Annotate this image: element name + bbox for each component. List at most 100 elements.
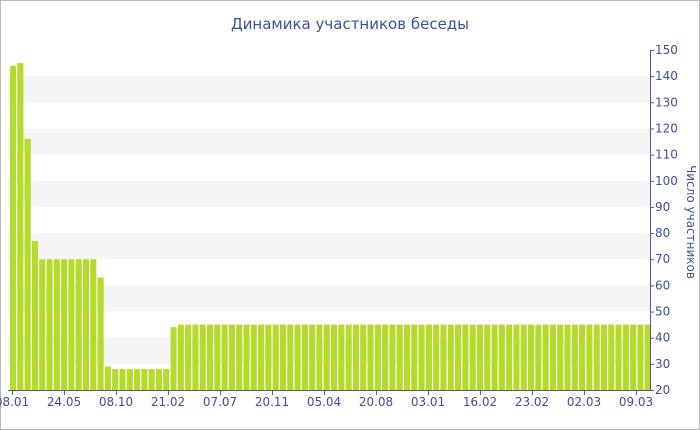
y-tick-label: 110 — [655, 148, 678, 162]
bar — [97, 277, 104, 390]
y-tick-label: 120 — [655, 121, 678, 135]
bar — [447, 324, 454, 390]
x-tick-label: 05.04 — [307, 395, 341, 409]
bar — [600, 324, 608, 390]
bar — [82, 259, 90, 390]
x-tick-label: 23.02 — [515, 395, 549, 409]
bar — [68, 259, 75, 390]
y-tick-label: 20 — [655, 383, 670, 397]
bar — [155, 369, 163, 390]
bar — [46, 259, 53, 390]
bar — [571, 324, 578, 390]
bar — [433, 324, 440, 390]
bar — [316, 324, 323, 390]
bar — [250, 324, 257, 390]
bar — [564, 324, 571, 390]
bar — [61, 259, 68, 390]
bar — [177, 324, 184, 390]
x-tick-label: 20.08 — [359, 395, 393, 409]
bar — [403, 324, 411, 390]
x-tick-labels: 08.01 24.05 08.10 21.02 07.07 20.11 05.04 20.08… — [0, 395, 653, 409]
x-tick-label: 03.01 — [411, 395, 445, 409]
bar — [345, 324, 352, 390]
bar — [338, 324, 345, 390]
bar — [462, 324, 469, 390]
bar — [476, 324, 484, 390]
bar — [622, 324, 629, 390]
bar — [265, 324, 272, 390]
bar — [644, 324, 651, 390]
bar — [287, 324, 294, 390]
bar — [593, 324, 600, 390]
bar — [228, 324, 235, 390]
chart-title: Динамика участников беседы — [231, 15, 469, 33]
bar — [301, 324, 308, 390]
y-tick-label: 70 — [655, 252, 670, 266]
bar — [104, 366, 111, 390]
bar — [199, 324, 206, 390]
bar — [309, 324, 316, 390]
bar — [243, 324, 250, 390]
y-tick-label: 150 — [655, 43, 678, 57]
bar — [141, 369, 148, 390]
bar — [506, 324, 513, 390]
bar — [418, 324, 425, 390]
x-tick-label: 09.03 — [619, 395, 653, 409]
y-tick-label: 40 — [655, 331, 670, 345]
bar — [163, 369, 170, 390]
bar — [535, 324, 542, 390]
bar — [374, 324, 381, 390]
x-tick-label: 24.05 — [47, 395, 81, 409]
y-tick-label: 140 — [655, 69, 678, 83]
x-tick-label: 08.10 — [99, 395, 133, 409]
grid-band — [8, 76, 650, 103]
bar — [134, 369, 141, 390]
bar — [221, 324, 228, 390]
grid-band — [8, 180, 650, 207]
bar — [148, 369, 155, 390]
bar — [294, 324, 301, 390]
bar — [469, 324, 476, 390]
x-tick-label: 20.11 — [255, 395, 289, 409]
bar — [389, 324, 396, 390]
bar — [112, 369, 119, 390]
y-tick-labels: 20 30 40 50 60 70 80 90 100 110 120 130 140 150 — [655, 43, 678, 397]
x-tick-label: 21.02 — [151, 395, 185, 409]
bar — [520, 324, 527, 390]
y-tick-label: 30 — [655, 357, 670, 371]
bar — [192, 324, 199, 390]
bar — [352, 324, 359, 390]
bar — [557, 324, 564, 390]
bar — [491, 324, 498, 390]
bar — [367, 324, 374, 390]
bar — [513, 324, 520, 390]
bar — [10, 65, 17, 390]
bar — [542, 324, 549, 390]
bar — [279, 324, 287, 390]
x-tick-label: 16.02 — [463, 395, 497, 409]
bar — [119, 369, 126, 390]
bar — [31, 240, 38, 390]
y-tick-label: 80 — [655, 226, 670, 240]
bar — [24, 138, 31, 390]
bar — [258, 324, 265, 390]
bar — [17, 63, 24, 390]
bar — [331, 324, 338, 390]
bar — [126, 369, 133, 390]
bar — [484, 324, 491, 390]
bar — [630, 324, 637, 390]
grid-band — [8, 128, 650, 155]
y-tick-label: 50 — [655, 305, 670, 319]
x-tick-label: 08.01 — [0, 395, 29, 409]
x-tick-label: 07.07 — [203, 395, 237, 409]
grid-band — [8, 285, 650, 312]
y-tick-label: 90 — [655, 200, 670, 214]
bar — [527, 324, 535, 390]
bar — [272, 324, 279, 390]
x-tick-label: 02.03 — [567, 395, 601, 409]
bar — [382, 324, 389, 390]
bar — [579, 324, 586, 390]
bar — [549, 324, 556, 390]
bar — [170, 327, 177, 390]
